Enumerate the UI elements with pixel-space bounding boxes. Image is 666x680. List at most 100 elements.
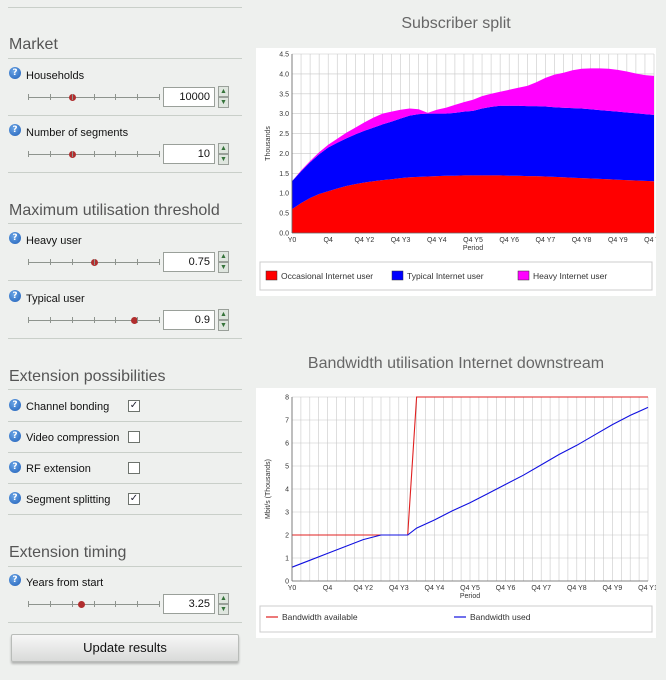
settings-panel: Market ? Households 10000 ▲ ▼ ? Number of…: [8, 0, 242, 680]
slider-tick: [137, 94, 138, 100]
spin-up-icon[interactable]: ▲: [218, 309, 229, 320]
y-tick-label: 0.0: [279, 231, 289, 238]
heavy-user-slider[interactable]: [28, 256, 160, 268]
segments-input[interactable]: 10: [163, 144, 215, 164]
spin-up-icon[interactable]: ▲: [218, 593, 229, 604]
spin-down-icon[interactable]: ▼: [218, 262, 229, 273]
video-compression-checkbox[interactable]: [128, 431, 140, 443]
slider-tick: [28, 317, 29, 323]
slider-tick: [72, 317, 73, 323]
help-icon[interactable]: ?: [9, 492, 21, 504]
years-from-start-spinner[interactable]: ▲ ▼: [218, 593, 229, 615]
typical-user-spinner[interactable]: ▲ ▼: [218, 309, 229, 331]
y-axis-title: Mbit/s (Thousands): [265, 459, 272, 519]
y-tick-label: 5: [285, 464, 289, 471]
households-slider[interactable]: [28, 91, 160, 103]
x-tick-label: Q4 Y1: [644, 237, 656, 244]
legend-label: Heavy Internet user: [533, 271, 607, 281]
spin-down-icon[interactable]: ▼: [218, 154, 229, 165]
help-icon[interactable]: ?: [9, 290, 21, 302]
slider-tick: [28, 601, 29, 607]
slider-tick: [50, 259, 51, 265]
divider: [8, 421, 242, 422]
help-icon[interactable]: ?: [9, 67, 21, 79]
heavy-user-label: Heavy user: [26, 235, 82, 247]
slider-tick: [94, 259, 95, 265]
y-tick-label: 3.0: [279, 111, 289, 118]
x-tick-label: Q4 Y9: [603, 585, 623, 592]
update-results-button[interactable]: Update results: [11, 634, 239, 662]
typical-user-input[interactable]: 0.9: [163, 310, 215, 330]
segments-slider[interactable]: [28, 148, 160, 160]
chart-legend: [259, 605, 653, 633]
help-icon[interactable]: ?: [9, 399, 21, 411]
x-tick-label: Q4 Y3: [391, 237, 411, 244]
subscriber-split-chart: 0.0 0.5 1.0 1.5 2.0 2.5 3.0 3.5 4.0 4.5 Y0 Q4 Q4 Y2 Q…: [259, 52, 664, 291]
y-tick-label: 1.0: [279, 191, 289, 198]
x-tick-label: Q4 Y9: [608, 237, 628, 244]
slider-tick: [115, 317, 116, 323]
bandwidth-chart-panel: 0 1 2 3 4 5 6 7 8 Y0 Q4 Q4 Y2 Q4 Y3 Q4 Y4 Q4 Y5 Q4 Y6 Q4…: [256, 388, 658, 638]
spin-up-icon[interactable]: ▲: [218, 143, 229, 154]
spin-down-icon[interactable]: ▼: [218, 97, 229, 108]
slider-tick: [50, 151, 51, 157]
help-icon[interactable]: ?: [9, 461, 21, 473]
slider-tick: [159, 601, 160, 607]
spin-up-icon[interactable]: ▲: [218, 251, 229, 262]
legend-label: Bandwidth used: [470, 612, 531, 622]
spin-down-icon[interactable]: ▼: [218, 320, 229, 331]
y-tick-label: 4.0: [279, 71, 289, 78]
slider-tick: [50, 601, 51, 607]
line-series: [291, 406, 649, 568]
help-icon[interactable]: ?: [9, 574, 21, 586]
help-icon[interactable]: ?: [9, 124, 21, 136]
slider-thumb[interactable]: [78, 601, 85, 608]
divider: [8, 115, 242, 116]
divider: [8, 280, 242, 281]
section-threshold-title: Maximum utilisation threshold: [9, 202, 220, 219]
area-series: [292, 105, 654, 210]
help-icon[interactable]: ?: [9, 430, 21, 442]
slider-tick: [72, 94, 73, 100]
divider: [8, 483, 242, 484]
chart-legend: [259, 261, 653, 291]
slider-tick: [72, 259, 73, 265]
spin-down-icon[interactable]: ▼: [218, 604, 229, 615]
x-tick-label: Q4 Y7: [531, 585, 551, 592]
rf-extension-checkbox[interactable]: [128, 462, 140, 474]
segment-splitting-checkbox[interactable]: ✓: [128, 493, 140, 505]
channel-bonding-checkbox[interactable]: ✓: [128, 400, 140, 412]
households-input[interactable]: 10000: [163, 87, 215, 107]
legend-swatch: [391, 270, 404, 281]
legend-swatch: [517, 270, 530, 281]
y-tick-label: 0: [285, 579, 289, 586]
x-tick-label: Q4 Y6: [496, 585, 516, 592]
help-icon[interactable]: ?: [9, 232, 21, 244]
x-axis-title: Period: [460, 593, 480, 600]
divider: [8, 58, 242, 59]
x-tick-label: Q4 Y8: [567, 585, 587, 592]
y-tick-label: 1.5: [279, 171, 289, 178]
divider: [8, 514, 242, 515]
spin-up-icon[interactable]: ▲: [218, 86, 229, 97]
slider-tick: [159, 317, 160, 323]
years-from-start-slider[interactable]: [28, 598, 160, 610]
years-from-start-input[interactable]: 3.25: [163, 594, 215, 614]
x-tick-label: Y0: [288, 237, 297, 244]
bandwidth-chart-title: Bandwidth utilisation Internet downstrea…: [307, 355, 605, 372]
slider-thumb[interactable]: [131, 317, 138, 324]
section-extension-title: Extension possibilities: [9, 368, 166, 385]
heavy-user-input[interactable]: 0.75: [163, 252, 215, 272]
years-from-start-label: Years from start: [26, 577, 104, 589]
households-spinner[interactable]: ▲ ▼: [218, 86, 229, 108]
legend-label: Bandwidth available: [282, 612, 358, 622]
x-tick-label: Q4 Y4: [425, 585, 445, 592]
heavy-user-spinner[interactable]: ▲ ▼: [218, 251, 229, 273]
x-tick-label: Q4 Y5: [463, 237, 483, 244]
extension-label: Segment splitting: [26, 494, 111, 506]
slider-tick: [159, 151, 160, 157]
segments-spinner[interactable]: ▲ ▼: [218, 143, 229, 165]
typical-user-slider[interactable]: [28, 314, 160, 326]
y-tick-label: 0.5: [279, 211, 289, 218]
divider: [8, 452, 242, 453]
